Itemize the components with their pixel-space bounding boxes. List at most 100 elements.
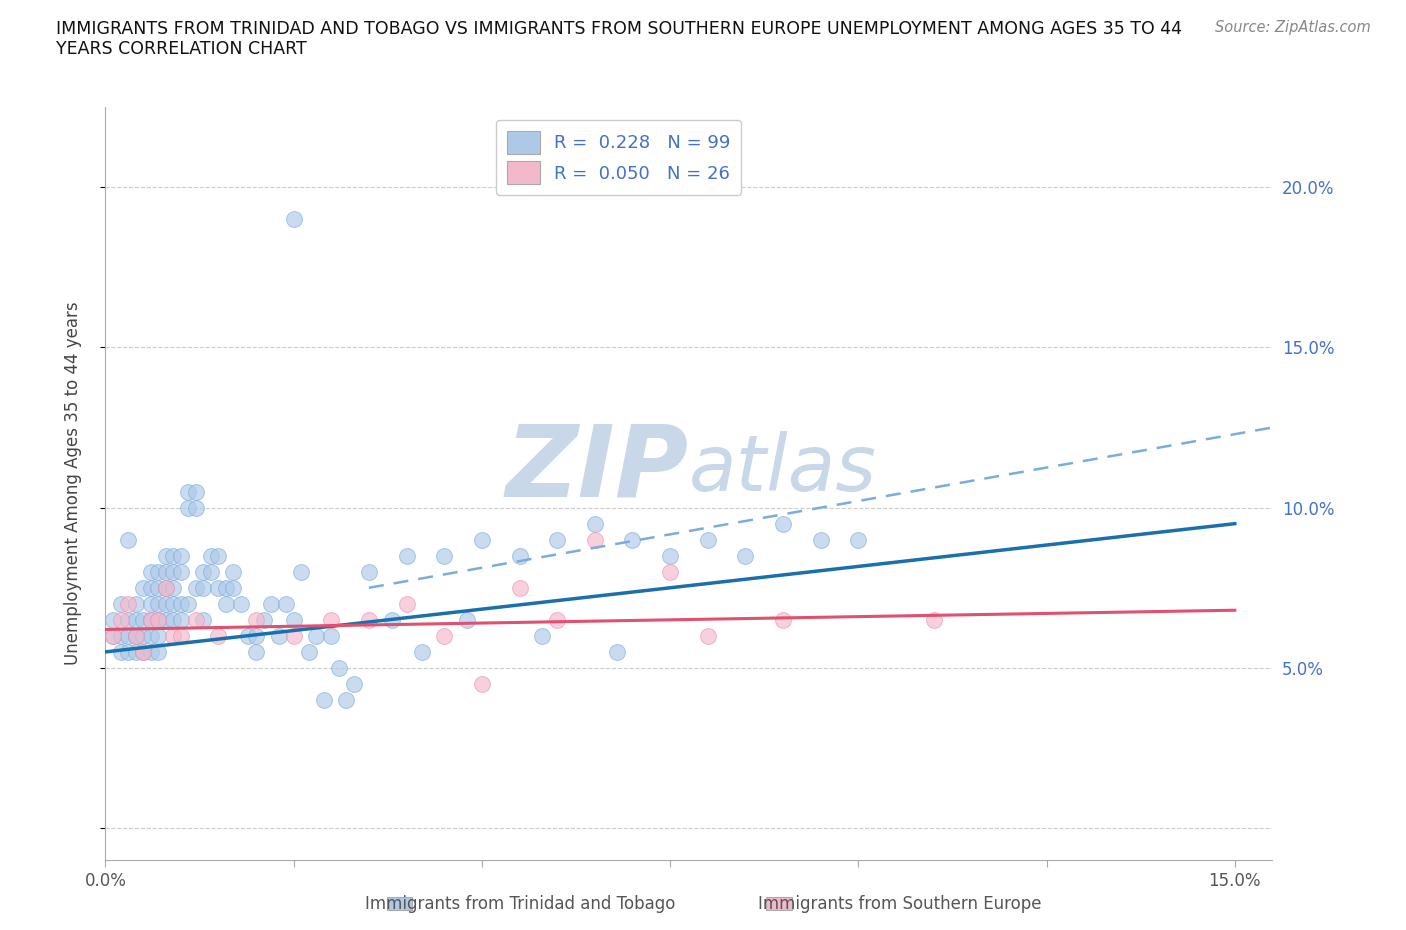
Point — [509, 549, 531, 564]
Point — [132, 629, 155, 644]
Point — [290, 565, 312, 579]
Point — [411, 644, 433, 659]
Point — [328, 660, 350, 675]
Point — [110, 596, 132, 611]
Point — [146, 612, 169, 627]
Point — [922, 612, 945, 627]
Point — [343, 676, 366, 691]
Point — [245, 644, 267, 659]
Point — [621, 532, 644, 547]
Point — [734, 549, 756, 564]
Point — [162, 612, 184, 627]
Point — [252, 612, 274, 627]
Point — [146, 629, 169, 644]
Point — [146, 565, 169, 579]
Point — [117, 644, 139, 659]
Point — [433, 629, 456, 644]
Point — [321, 612, 343, 627]
Point — [509, 580, 531, 595]
Point — [117, 629, 139, 644]
Point — [162, 565, 184, 579]
Point — [124, 596, 146, 611]
Point — [184, 500, 207, 515]
Point — [132, 612, 155, 627]
Point — [146, 580, 169, 595]
Point — [245, 629, 267, 644]
Point — [222, 580, 245, 595]
Text: YEARS CORRELATION CHART: YEARS CORRELATION CHART — [56, 40, 307, 58]
Point — [283, 612, 305, 627]
Point — [357, 612, 380, 627]
Point — [207, 629, 229, 644]
Point — [659, 565, 682, 579]
Point — [110, 612, 132, 627]
Point — [139, 580, 162, 595]
Point — [162, 549, 184, 564]
Point — [124, 629, 146, 644]
Point — [772, 612, 794, 627]
Point — [162, 629, 184, 644]
Point — [395, 596, 418, 611]
Point — [146, 596, 169, 611]
Point — [139, 629, 162, 644]
Point — [177, 500, 200, 515]
Point — [215, 596, 238, 611]
Point — [583, 516, 606, 531]
Point — [146, 612, 169, 627]
Point — [395, 549, 418, 564]
Point — [132, 580, 155, 595]
Point — [696, 532, 718, 547]
Point — [260, 596, 283, 611]
Point — [177, 485, 200, 499]
Point — [101, 612, 124, 627]
Point — [155, 596, 177, 611]
Point — [110, 644, 132, 659]
Point — [546, 612, 568, 627]
Point — [101, 629, 124, 644]
Point — [229, 596, 252, 611]
Point — [238, 629, 260, 644]
Point — [139, 612, 162, 627]
Point — [215, 580, 238, 595]
Point — [531, 629, 554, 644]
Point — [276, 596, 298, 611]
Y-axis label: Unemployment Among Ages 35 to 44 years: Unemployment Among Ages 35 to 44 years — [63, 302, 82, 665]
Point — [162, 580, 184, 595]
Point — [162, 596, 184, 611]
Point — [170, 612, 193, 627]
Point — [298, 644, 321, 659]
Point — [380, 612, 402, 627]
Point — [357, 565, 380, 579]
Point — [110, 629, 132, 644]
Point — [124, 629, 146, 644]
Point — [170, 565, 193, 579]
Point — [200, 565, 222, 579]
Point — [810, 532, 832, 547]
Point — [321, 629, 343, 644]
Point — [124, 629, 146, 644]
Point — [583, 532, 606, 547]
Legend: R =  0.228   N = 99, R =  0.050   N = 26: R = 0.228 N = 99, R = 0.050 N = 26 — [496, 120, 741, 195]
Point — [193, 565, 215, 579]
Point — [146, 612, 169, 627]
Point — [124, 612, 146, 627]
Point — [155, 580, 177, 595]
Point — [456, 612, 478, 627]
Point — [155, 565, 177, 579]
Point — [132, 644, 155, 659]
Point — [155, 612, 177, 627]
Text: ZIP: ZIP — [506, 420, 689, 517]
Text: Source: ZipAtlas.com: Source: ZipAtlas.com — [1215, 20, 1371, 35]
Point — [139, 612, 162, 627]
Point — [184, 580, 207, 595]
Point — [170, 549, 193, 564]
Text: Immigrants from Southern Europe: Immigrants from Southern Europe — [758, 895, 1042, 913]
Point — [155, 549, 177, 564]
Point — [139, 644, 162, 659]
Point — [184, 612, 207, 627]
Point — [283, 629, 305, 644]
Point — [207, 549, 229, 564]
Point — [184, 485, 207, 499]
Point — [312, 693, 335, 708]
Point — [101, 629, 124, 644]
